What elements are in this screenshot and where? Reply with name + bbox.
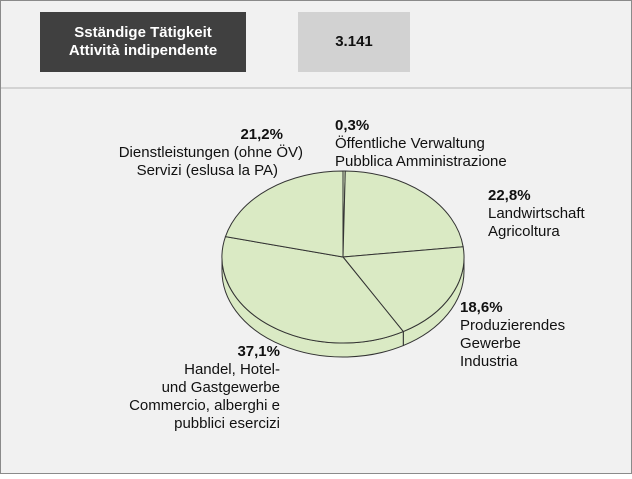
header-value: 3.141: [335, 33, 373, 50]
data-label: 22,8%: [488, 187, 531, 204]
data-label: 0,3%: [335, 117, 369, 134]
category-label: Agricoltura: [488, 223, 560, 240]
category-label: Dienstleistungen (ohne ÖV): [119, 143, 303, 161]
category-label: und Gastgewerbe: [162, 379, 280, 396]
pie-slice: [342, 170, 464, 258]
category-label: Öffentliche Verwaltung: [335, 134, 485, 152]
data-label: 18,6%: [460, 299, 503, 316]
category-label: Produzierendes: [460, 317, 565, 334]
data-label: 21,2%: [240, 126, 283, 143]
category-label: Handel, Hotel-: [184, 361, 280, 378]
pie-slice: [224, 170, 344, 258]
category-label: Landwirtschaft: [488, 205, 586, 222]
category-label: Gewerbe: [460, 335, 521, 352]
category-label: Commercio, alberghi e: [129, 397, 280, 414]
data-label: 37,1%: [237, 343, 280, 360]
category-label: Industria: [460, 353, 518, 370]
pie-slice: [342, 246, 465, 333]
pie-slice: [221, 236, 405, 344]
header-title-box: [40, 12, 246, 72]
category-label: Pubblica Amministrazione: [335, 153, 507, 170]
header-value-box: [298, 12, 410, 72]
category-label: pubblici esercizi: [174, 415, 280, 432]
header-title: Attività indipendente: [69, 42, 217, 59]
category-label: Servizi (eslusa la PA): [137, 162, 278, 179]
header-title: Sständige Tätigkeit: [74, 24, 212, 41]
